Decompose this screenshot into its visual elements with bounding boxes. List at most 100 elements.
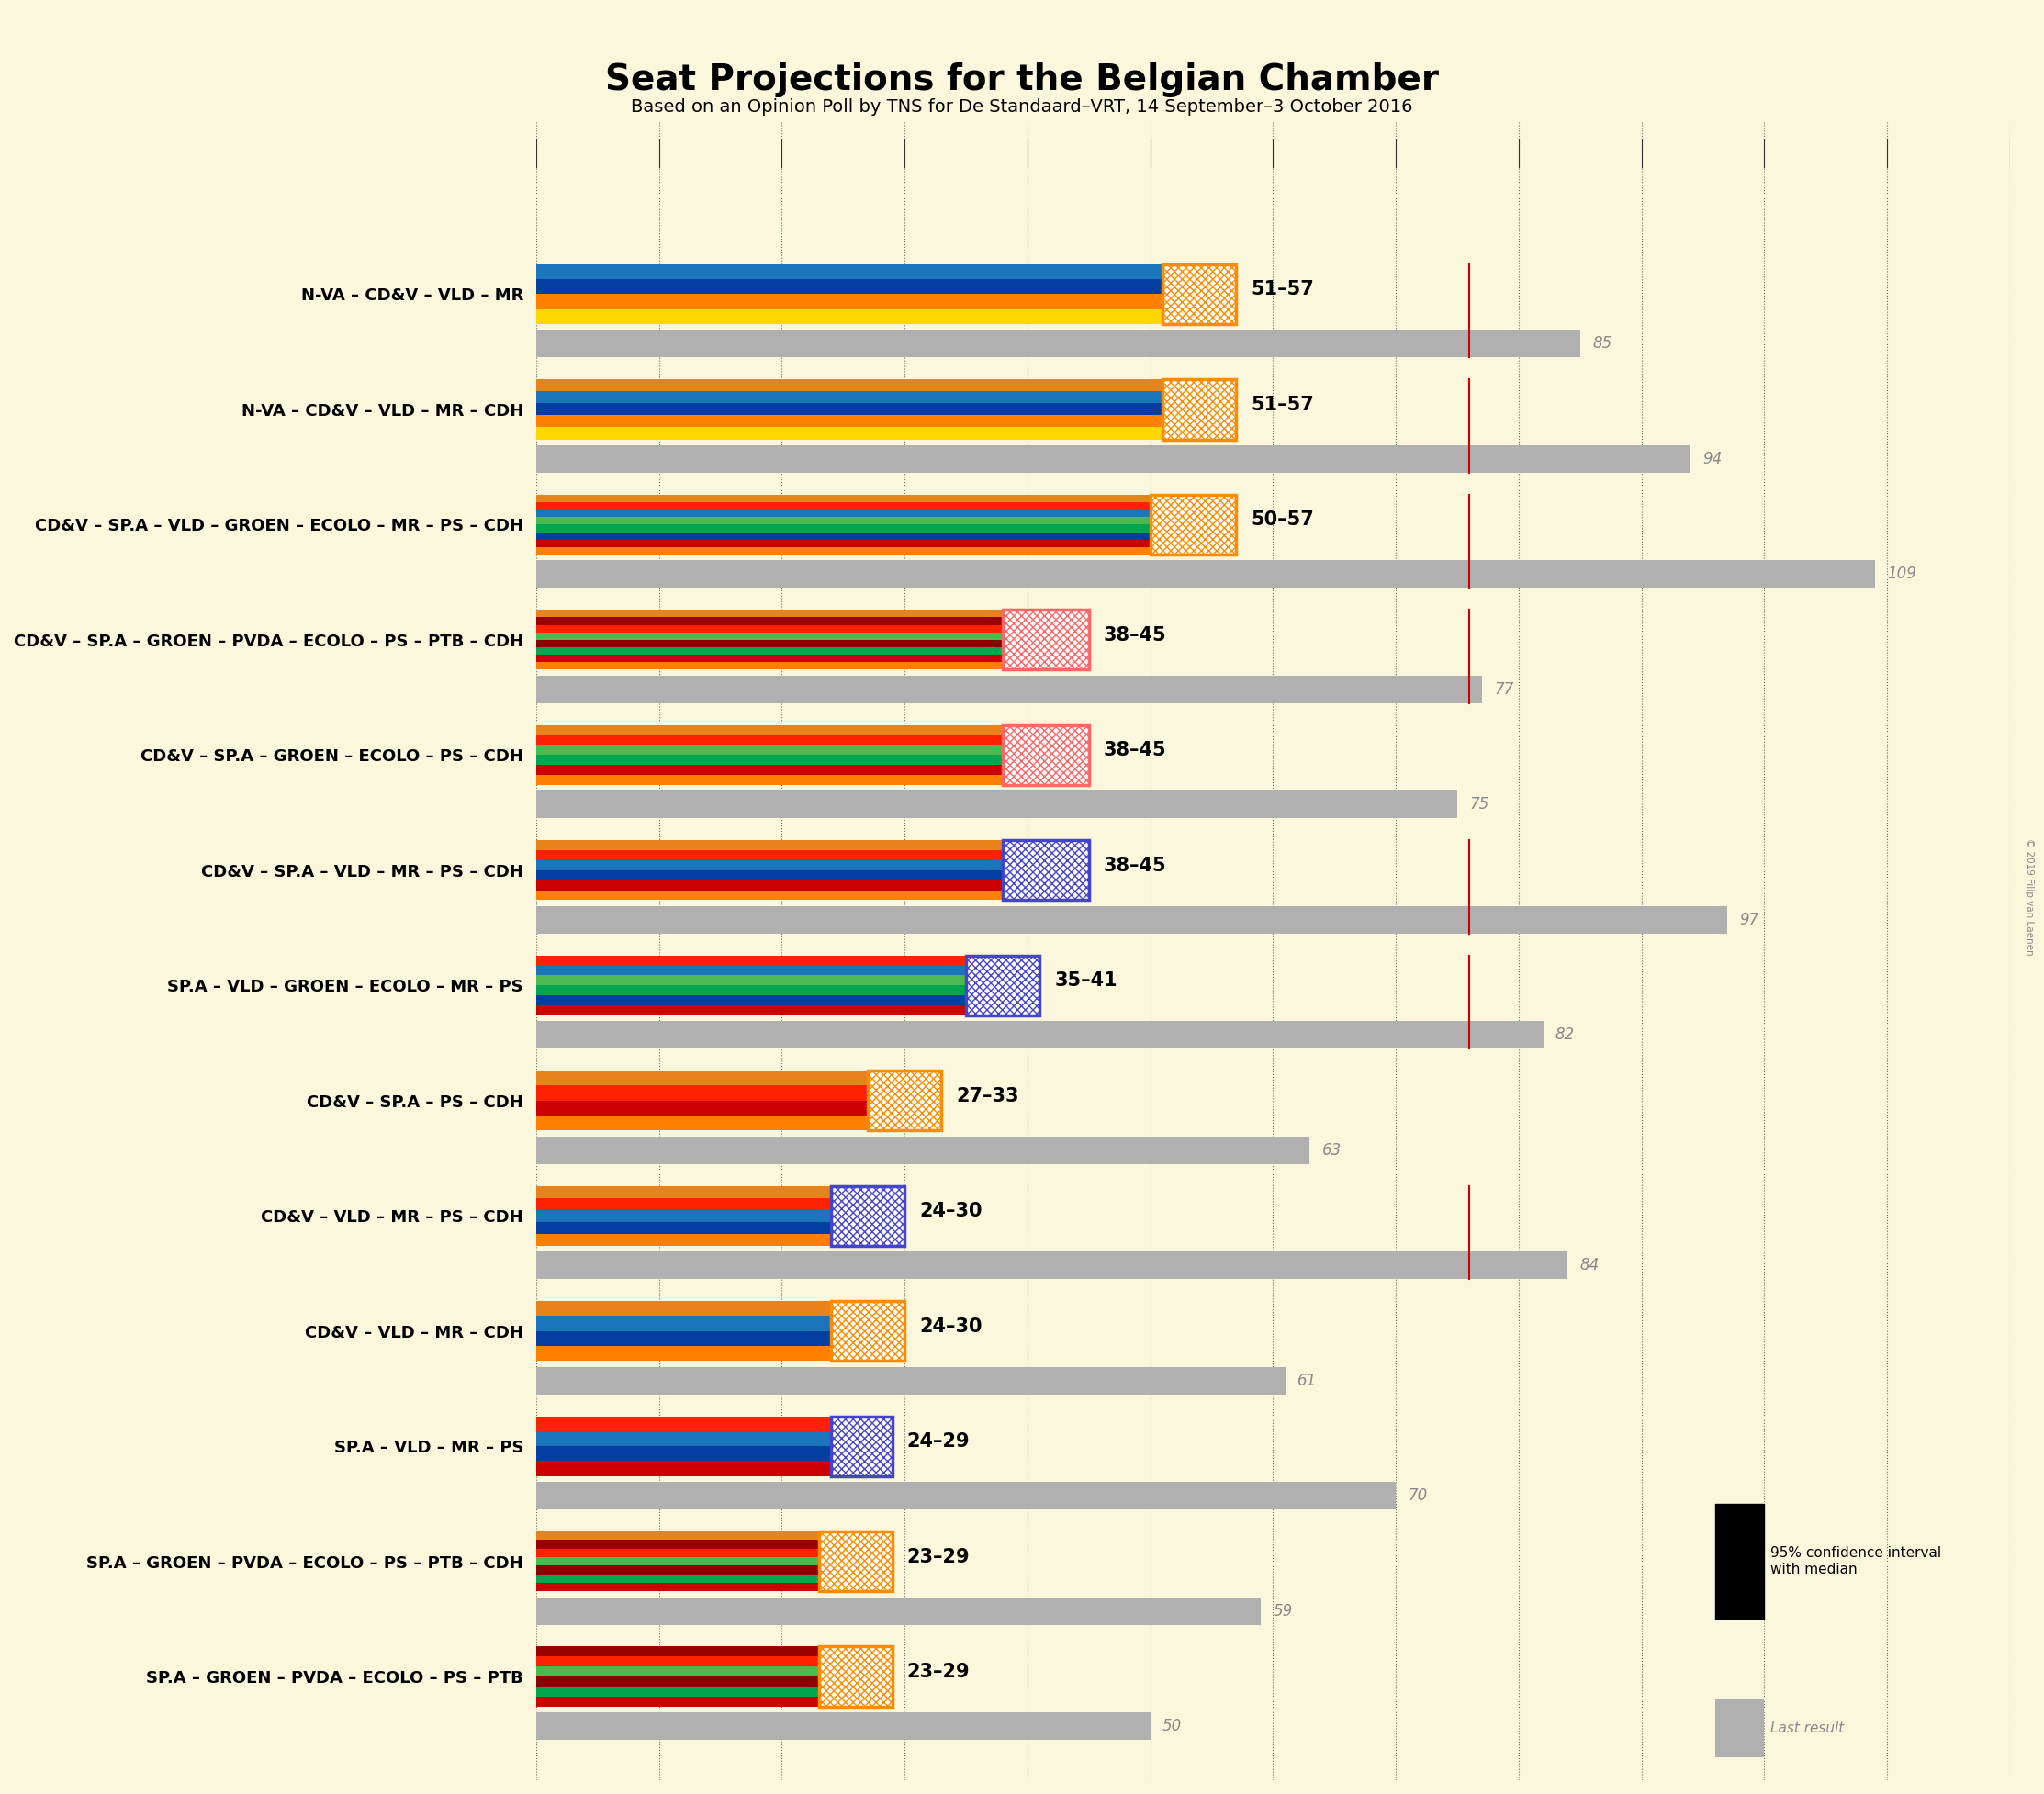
Bar <box>536 1415 832 1432</box>
Bar <box>536 1656 820 1667</box>
Bar <box>536 1566 820 1573</box>
Bar <box>536 906 1727 933</box>
Bar <box>536 294 1163 309</box>
Bar <box>967 956 1040 1015</box>
Bar <box>536 985 967 996</box>
Bar <box>536 755 1004 764</box>
Bar <box>536 560 1874 588</box>
Text: 109: 109 <box>1887 565 1917 583</box>
Bar <box>536 1209 832 1222</box>
Text: 38–45: 38–45 <box>1104 856 1167 875</box>
Bar <box>536 655 1004 662</box>
Text: 95% confidence interval
with median: 95% confidence interval with median <box>1770 1546 1942 1577</box>
Bar <box>1151 495 1237 554</box>
Bar <box>536 1482 1396 1509</box>
Bar <box>536 1222 832 1234</box>
Bar <box>536 280 1163 294</box>
Bar <box>1004 610 1089 669</box>
Text: Seat Projections for the Belgian Chamber: Seat Projections for the Belgian Chamber <box>605 63 1439 97</box>
Bar <box>536 1252 1568 1279</box>
Bar <box>536 1432 832 1446</box>
Bar <box>536 391 1163 404</box>
Bar <box>536 631 1004 640</box>
Bar <box>1004 725 1089 786</box>
Bar <box>536 610 1004 617</box>
Text: 59: 59 <box>1273 1602 1292 1620</box>
Text: 77: 77 <box>1494 682 1513 698</box>
Bar <box>536 1677 820 1686</box>
Bar <box>536 1317 832 1331</box>
Bar <box>536 648 1004 655</box>
Bar <box>536 617 1004 624</box>
Bar <box>869 1071 942 1130</box>
Bar <box>1715 1699 1764 1756</box>
Text: 85: 85 <box>1592 335 1613 352</box>
Bar <box>536 1234 832 1245</box>
Bar <box>820 1647 893 1706</box>
Bar <box>536 745 1004 755</box>
Bar <box>536 1071 869 1085</box>
Text: 84: 84 <box>1580 1258 1600 1274</box>
Bar <box>536 775 1004 786</box>
Text: Last result: Last result <box>1770 1722 1844 1735</box>
Text: © 2019 Filip van Laenen: © 2019 Filip van Laenen <box>2026 838 2034 956</box>
Text: 38–45: 38–45 <box>1104 626 1167 644</box>
Bar <box>1163 380 1237 440</box>
Bar <box>536 547 1151 554</box>
Bar <box>536 502 1151 509</box>
Text: 63: 63 <box>1322 1141 1341 1159</box>
Bar <box>536 517 1151 524</box>
Bar <box>536 264 1163 280</box>
Bar <box>536 1697 820 1706</box>
Bar <box>536 1005 967 1015</box>
Text: 23–29: 23–29 <box>908 1663 971 1681</box>
Bar <box>536 850 1004 859</box>
Text: 27–33: 27–33 <box>957 1087 1020 1105</box>
Bar <box>536 495 1151 502</box>
Bar <box>536 1686 820 1697</box>
Bar <box>536 1136 1310 1164</box>
Bar <box>536 1331 832 1346</box>
Bar <box>536 1532 820 1539</box>
Bar <box>536 380 1163 391</box>
Bar <box>1163 264 1237 325</box>
Bar <box>536 1557 820 1566</box>
Bar <box>536 524 1151 533</box>
Text: 50–57: 50–57 <box>1251 511 1314 529</box>
Bar <box>536 890 1004 901</box>
Bar <box>536 404 1163 416</box>
Bar <box>536 330 1580 357</box>
Bar <box>536 1667 820 1677</box>
Bar <box>1715 1503 1764 1618</box>
Text: 82: 82 <box>1555 1026 1576 1042</box>
Bar <box>536 1198 832 1209</box>
Bar <box>536 791 1457 818</box>
Bar <box>536 859 1004 870</box>
Bar <box>832 1301 905 1362</box>
Text: 38–45: 38–45 <box>1104 741 1167 759</box>
Bar <box>536 956 967 965</box>
Bar <box>536 870 1004 881</box>
Text: 70: 70 <box>1408 1487 1427 1503</box>
Text: 50: 50 <box>1163 1719 1181 1735</box>
Bar <box>536 309 1163 325</box>
Text: 24–29: 24–29 <box>908 1432 971 1451</box>
Bar <box>820 1532 893 1591</box>
Bar <box>832 1186 905 1245</box>
Bar <box>832 1415 893 1476</box>
Bar <box>536 840 1004 850</box>
Bar <box>536 1539 820 1548</box>
Text: 61: 61 <box>1298 1372 1316 1389</box>
Bar <box>536 1021 1543 1049</box>
Bar <box>536 676 1482 703</box>
Bar <box>536 725 1004 736</box>
Bar <box>536 1186 832 1198</box>
Bar <box>536 1446 832 1460</box>
Text: 51–57: 51–57 <box>1251 396 1314 414</box>
Text: 24–30: 24–30 <box>920 1202 983 1220</box>
Bar <box>536 416 1163 427</box>
Bar <box>536 1573 820 1582</box>
Bar <box>536 533 1151 540</box>
Bar <box>536 1085 869 1100</box>
Bar <box>536 1548 820 1557</box>
